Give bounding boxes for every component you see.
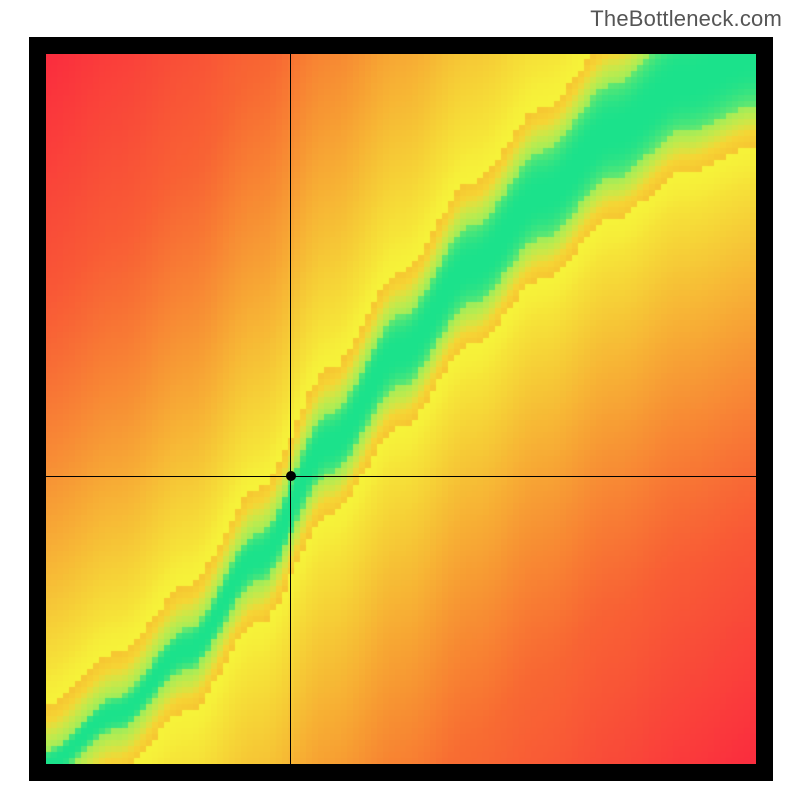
crosshair-vertical	[290, 54, 291, 764]
attribution-text: TheBottleneck.com	[590, 6, 782, 32]
crosshair-horizontal	[46, 476, 756, 477]
bottleneck-heatmap	[46, 54, 756, 764]
chart-container: TheBottleneck.com	[0, 0, 800, 800]
